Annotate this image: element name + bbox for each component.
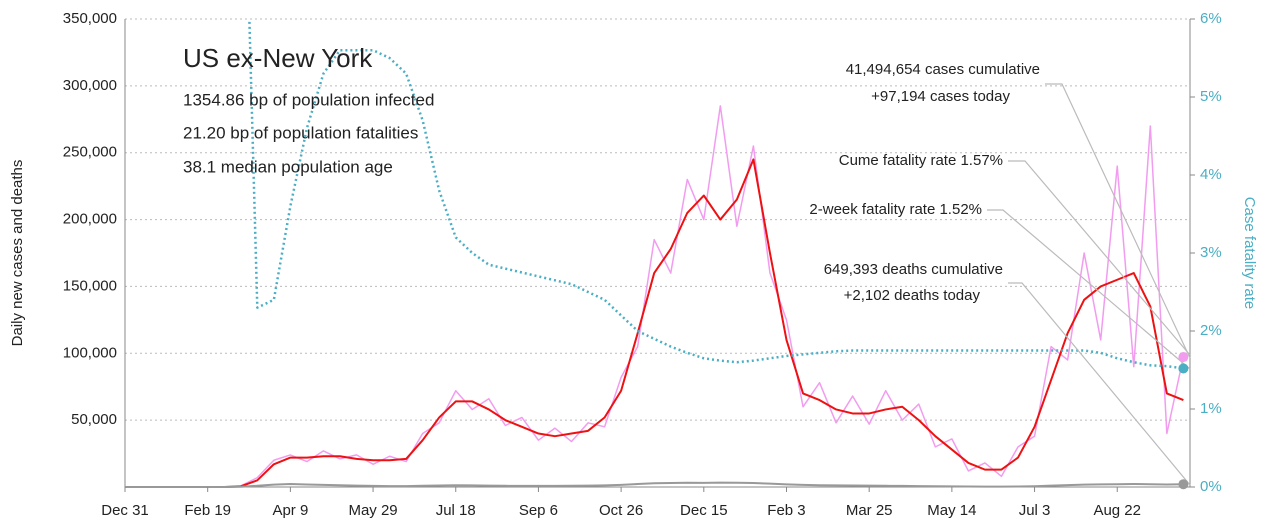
y-tick-label: 150,000 <box>63 277 117 294</box>
annotation: Cume fatality rate 1.57% <box>839 152 1003 169</box>
annotation: +97,194 cases today <box>871 88 1010 105</box>
x-tick-label: Sep 6 <box>519 502 558 519</box>
stat: 21.20 bp of population fatalities <box>183 123 418 142</box>
x-tick-label: Dec 31 <box>101 502 149 519</box>
annotation: +2,102 deaths today <box>844 287 981 304</box>
end-marker <box>1178 363 1189 374</box>
x-tick-label: May 29 <box>348 502 397 519</box>
chart-title: US ex-New York <box>183 43 373 73</box>
x-tick-label: Dec 15 <box>680 502 728 519</box>
y-tick-label: 350,000 <box>63 10 117 27</box>
y2-tick-label: 3% <box>1200 244 1222 261</box>
x-tick-label: Feb 19 <box>184 502 231 519</box>
annotation: 2-week fatality rate 1.52% <box>809 201 982 218</box>
y-tick-label: 200,000 <box>63 211 117 228</box>
stat: 38.1 median population age <box>183 157 393 176</box>
y2-tick-label: 4% <box>1200 166 1222 183</box>
annotation: 41,494,654 cases cumulative <box>846 61 1040 78</box>
series-line <box>125 481 1184 488</box>
y2-tick-label: 6% <box>1200 10 1222 27</box>
y2-tick-label: 1% <box>1200 400 1222 417</box>
leader-line <box>1045 83 1191 359</box>
x-tick-label: May 14 <box>927 502 976 519</box>
leader-line <box>1008 160 1191 356</box>
end-marker <box>1178 479 1189 490</box>
y-tick-label: 100,000 <box>63 344 117 361</box>
x-tick-label: Oct 26 <box>599 502 643 519</box>
y2-tick-label: 0% <box>1200 478 1222 495</box>
y-tick-label: 250,000 <box>63 144 117 161</box>
x-tick-label: Jul 3 <box>1019 502 1051 519</box>
x-tick-label: Mar 25 <box>846 502 893 519</box>
y2-axis-label: Case fatality rate <box>1241 197 1258 310</box>
y2-tick-label: 2% <box>1200 322 1222 339</box>
y-tick-label: 50,000 <box>71 411 117 428</box>
end-marker <box>1178 352 1189 363</box>
x-tick-label: Aug 22 <box>1093 502 1141 519</box>
y-tick-label: 300,000 <box>63 77 117 94</box>
x-tick-label: Feb 3 <box>767 502 805 519</box>
leader-line <box>987 209 1191 370</box>
leader-line <box>1008 282 1191 486</box>
series-line <box>125 158 1184 488</box>
series-line <box>248 19 1184 370</box>
x-tick-label: Apr 9 <box>272 502 308 519</box>
annotation: 649,393 deaths cumulative <box>824 261 1003 278</box>
x-tick-label: Jul 18 <box>436 502 476 519</box>
stat: 1354.86 bp of population infected <box>183 90 434 109</box>
y-axis-label: Daily new cases and deaths <box>9 160 26 347</box>
y2-tick-label: 5% <box>1200 88 1222 105</box>
